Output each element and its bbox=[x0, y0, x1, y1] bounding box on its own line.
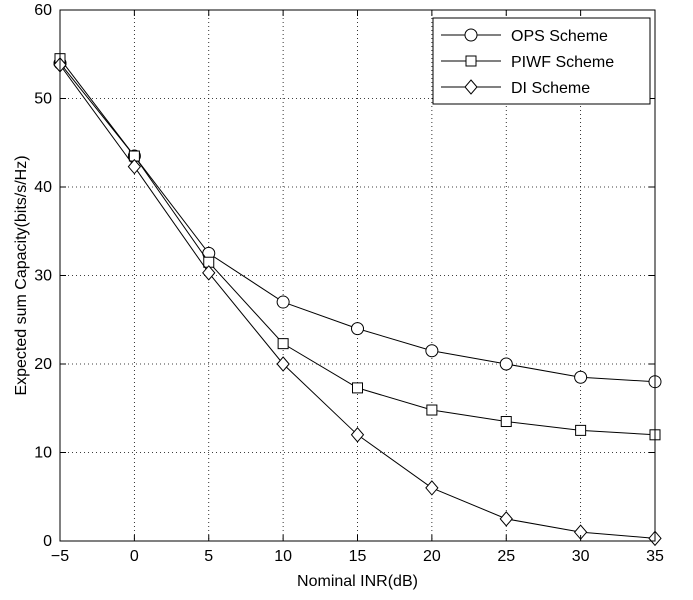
x-tick-label: 25 bbox=[497, 548, 515, 565]
x-tick-label: 20 bbox=[423, 548, 441, 565]
data-point bbox=[575, 371, 587, 383]
y-tick-label: 60 bbox=[34, 2, 52, 19]
y-tick-label: 50 bbox=[34, 91, 52, 108]
y-axis-label: Expected sum Capacity(bits/s/Hz) bbox=[13, 155, 30, 395]
series-layer bbox=[54, 54, 661, 546]
data-point bbox=[500, 358, 512, 370]
legend: OPS Scheme PIWF Scheme DI Scheme bbox=[433, 18, 650, 104]
data-point bbox=[353, 383, 363, 393]
legend-label: OPS Scheme bbox=[511, 28, 608, 45]
x-tick-label: 0 bbox=[130, 548, 139, 565]
x-tick-label: 10 bbox=[274, 548, 292, 565]
legend-marker bbox=[466, 56, 476, 66]
y-tick-label: 40 bbox=[34, 179, 52, 196]
x-tick-label: −5 bbox=[51, 548, 69, 565]
x-tick-label: 35 bbox=[646, 548, 664, 565]
x-tick-label: 5 bbox=[204, 548, 213, 565]
y-tick-label: 0 bbox=[43, 533, 52, 550]
data-point bbox=[500, 512, 512, 526]
x-tick-label: 15 bbox=[349, 548, 367, 565]
series-line bbox=[60, 65, 655, 538]
y-tick-label: 30 bbox=[34, 268, 52, 285]
data-point bbox=[576, 425, 586, 435]
data-point bbox=[501, 417, 511, 427]
x-axis-label: Nominal INR(dB) bbox=[297, 573, 418, 590]
y-tick-label: 10 bbox=[34, 445, 52, 462]
data-point bbox=[426, 345, 438, 357]
x-tick-label: 30 bbox=[572, 548, 590, 565]
legend-label: PIWF Scheme bbox=[511, 54, 614, 71]
data-point bbox=[352, 323, 364, 335]
legend-marker bbox=[465, 29, 477, 41]
data-point bbox=[426, 481, 438, 495]
y-tick-label: 20 bbox=[34, 356, 52, 373]
data-point bbox=[278, 339, 288, 349]
data-point bbox=[427, 405, 437, 415]
legend-label: DI Scheme bbox=[511, 80, 590, 97]
data-point bbox=[352, 428, 364, 442]
data-point bbox=[277, 296, 289, 308]
